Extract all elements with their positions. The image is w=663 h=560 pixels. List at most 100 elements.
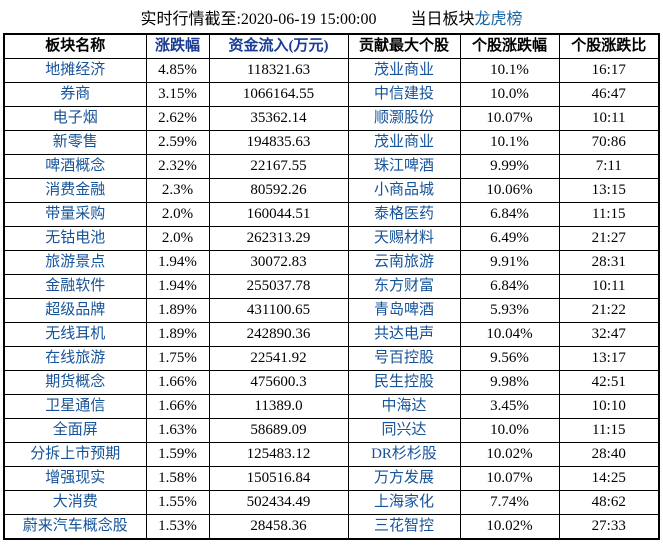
sector-name-link[interactable]: 蔚来汽车概念股 — [3, 514, 147, 540]
sector-name-link[interactable]: 旅游景点 — [3, 250, 147, 275]
sector-change-value: 1.94% — [145, 274, 210, 299]
sector-name-link[interactable]: 在线旅游 — [3, 346, 147, 371]
top-stock-name-link[interactable]: 珠江啤酒 — [347, 154, 461, 179]
top-stock-name-link[interactable]: 小商品城 — [347, 178, 461, 203]
stock-change-value: 10.1% — [459, 58, 560, 83]
sector-name-link[interactable]: 卫星通信 — [3, 394, 147, 419]
capital-inflow-value: 255037.78 — [208, 274, 349, 299]
top-stock-name-link[interactable]: 万方发展 — [347, 466, 461, 491]
table-row: 啤酒概念 2.32% 22167.55 珠江啤酒 9.99% 7:11 — [3, 154, 660, 179]
sector-change-value: 2.32% — [145, 154, 210, 179]
column-header-ratio: 个股涨跌比 — [558, 33, 660, 59]
rise-fall-ratio-value: 46:47 — [558, 82, 660, 107]
top-stock-name-link[interactable]: 顺灏股份 — [347, 106, 461, 131]
top-stock-name-link[interactable]: 青岛啤酒 — [347, 298, 461, 323]
table-row: 新零售 2.59% 194835.63 茂业商业 10.1% 70:86 — [3, 130, 660, 155]
top-stock-name-link[interactable]: 上海家化 — [347, 490, 461, 515]
sector-change-value: 1.94% — [145, 250, 210, 275]
stock-change-value: 10.1% — [459, 130, 560, 155]
table-row: 旅游景点 1.94% 30072.83 云南旅游 9.91% 28:31 — [3, 250, 660, 275]
sector-name-link[interactable]: 啤酒概念 — [3, 154, 147, 179]
sector-name-link[interactable]: 无线耳机 — [3, 322, 147, 347]
board-label: 当日板块 — [410, 10, 475, 28]
sector-name-link[interactable]: 券商 — [3, 82, 147, 107]
top-stock-name-link[interactable]: 中信建投 — [347, 82, 461, 107]
sector-name-link[interactable]: 消费金融 — [3, 178, 147, 203]
top-stock-name-link[interactable]: 云南旅游 — [347, 250, 461, 275]
column-header-change[interactable]: 涨跌幅 — [145, 33, 210, 59]
sector-name-link[interactable]: 电子烟 — [3, 106, 147, 131]
stock-change-value: 9.99% — [459, 154, 560, 179]
rise-fall-ratio-value: 16:17 — [558, 58, 660, 83]
top-stock-name-link[interactable]: 共达电声 — [347, 322, 461, 347]
capital-inflow-value: 475600.3 — [208, 370, 349, 395]
stock-change-value: 7.74% — [459, 490, 560, 515]
stock-change-value: 3.45% — [459, 394, 560, 419]
top-stock-name-link[interactable]: 天赐材料 — [347, 226, 461, 251]
sector-change-value: 1.89% — [145, 322, 210, 347]
sector-name-link[interactable]: 全面屏 — [3, 418, 147, 443]
top-stock-name-link[interactable]: DR杉杉股 — [347, 442, 461, 467]
capital-inflow-value: 150516.84 — [208, 466, 349, 491]
longhubang-link[interactable]: 龙虎榜 — [474, 10, 523, 28]
capital-inflow-value: 58689.09 — [208, 418, 349, 443]
sector-change-value: 1.89% — [145, 298, 210, 323]
top-stock-name-link[interactable]: 同兴达 — [347, 418, 461, 443]
header-row: 板块名称 涨跌幅 资金流入(万元) 贡献最大个股 个股涨跌幅 个股涨跌比 — [3, 33, 660, 59]
top-stock-name-link[interactable]: 泰格医药 — [347, 202, 461, 227]
stock-change-value: 10.07% — [459, 466, 560, 491]
table-row: 期货概念 1.66% 475600.3 民生控股 9.98% 42:51 — [3, 370, 660, 395]
sector-name-link[interactable]: 超级品牌 — [3, 298, 147, 323]
stock-change-value: 6.49% — [459, 226, 560, 251]
sector-name-link[interactable]: 增强现实 — [3, 466, 147, 491]
table-row: 电子烟 2.62% 35362.14 顺灏股份 10.07% 10:11 — [3, 106, 660, 131]
sector-ranking-table: 板块名称 涨跌幅 资金流入(万元) 贡献最大个股 个股涨跌幅 个股涨跌比 地摊经济 4.8… — [3, 33, 660, 540]
stock-change-value: 5.93% — [459, 298, 560, 323]
capital-inflow-value: 242890.36 — [208, 322, 349, 347]
table-row: 增强现实 1.58% 150516.84 万方发展 10.07% 14:25 — [3, 466, 660, 491]
sector-change-value: 3.15% — [145, 82, 210, 107]
sector-name-link[interactable]: 无钴电池 — [3, 226, 147, 251]
top-stock-name-link[interactable]: 茂业商业 — [347, 130, 461, 155]
table-row: 在线旅游 1.75% 22541.92 号百控股 9.56% 13:17 — [3, 346, 660, 371]
rise-fall-ratio-value: 48:62 — [558, 490, 660, 515]
stock-change-value: 10.0% — [459, 82, 560, 107]
sector-name-link[interactable]: 期货概念 — [3, 370, 147, 395]
column-header-top-stock: 贡献最大个股 — [347, 33, 461, 59]
top-stock-name-link[interactable]: 茂业商业 — [347, 58, 461, 83]
rise-fall-ratio-value: 10:11 — [558, 106, 660, 131]
capital-inflow-value: 262313.29 — [208, 226, 349, 251]
title-bar: 实时行情截至:2020-06-19 15:00:00 当日板块 龙虎榜 — [0, 0, 663, 33]
rise-fall-ratio-value: 32:47 — [558, 322, 660, 347]
top-stock-name-link[interactable]: 民生控股 — [347, 370, 461, 395]
top-stock-name-link[interactable]: 号百控股 — [347, 346, 461, 371]
stock-change-value: 10.02% — [459, 442, 560, 467]
sector-name-link[interactable]: 地摊经济 — [3, 58, 147, 83]
rise-fall-ratio-value: 10:11 — [558, 274, 660, 299]
sector-name-link[interactable]: 分拆上市预期 — [3, 442, 147, 467]
table-row: 全面屏 1.63% 58689.09 同兴达 10.0% 11:15 — [3, 418, 660, 443]
rise-fall-ratio-value: 11:15 — [558, 418, 660, 443]
capital-inflow-value: 502434.49 — [208, 490, 349, 515]
rise-fall-ratio-value: 27:33 — [558, 514, 660, 540]
capital-inflow-value: 125483.12 — [208, 442, 349, 467]
sector-name-link[interactable]: 大消费 — [3, 490, 147, 515]
rise-fall-ratio-value: 21:22 — [558, 298, 660, 323]
sector-name-link[interactable]: 新零售 — [3, 130, 147, 155]
sector-name-link[interactable]: 带量采购 — [3, 202, 147, 227]
table-row: 地摊经济 4.85% 118321.63 茂业商业 10.1% 16:17 — [3, 58, 660, 83]
capital-inflow-value: 1066164.55 — [208, 82, 349, 107]
sector-change-value: 2.59% — [145, 130, 210, 155]
capital-inflow-value: 118321.63 — [208, 58, 349, 83]
stock-change-value: 10.06% — [459, 178, 560, 203]
table-row: 无线耳机 1.89% 242890.36 共达电声 10.04% 32:47 — [3, 322, 660, 347]
table-row: 蔚来汽车概念股 1.53% 28458.36 三花智控 10.02% 27:33 — [3, 514, 660, 540]
column-header-inflow[interactable]: 资金流入(万元) — [208, 33, 349, 59]
top-stock-name-link[interactable]: 东方财富 — [347, 274, 461, 299]
sector-name-link[interactable]: 金融软件 — [3, 274, 147, 299]
sector-change-value: 1.59% — [145, 442, 210, 467]
rise-fall-ratio-value: 10:10 — [558, 394, 660, 419]
top-stock-name-link[interactable]: 中海达 — [347, 394, 461, 419]
table-row: 券商 3.15% 1066164.55 中信建投 10.0% 46:47 — [3, 82, 660, 107]
top-stock-name-link[interactable]: 三花智控 — [347, 514, 461, 540]
